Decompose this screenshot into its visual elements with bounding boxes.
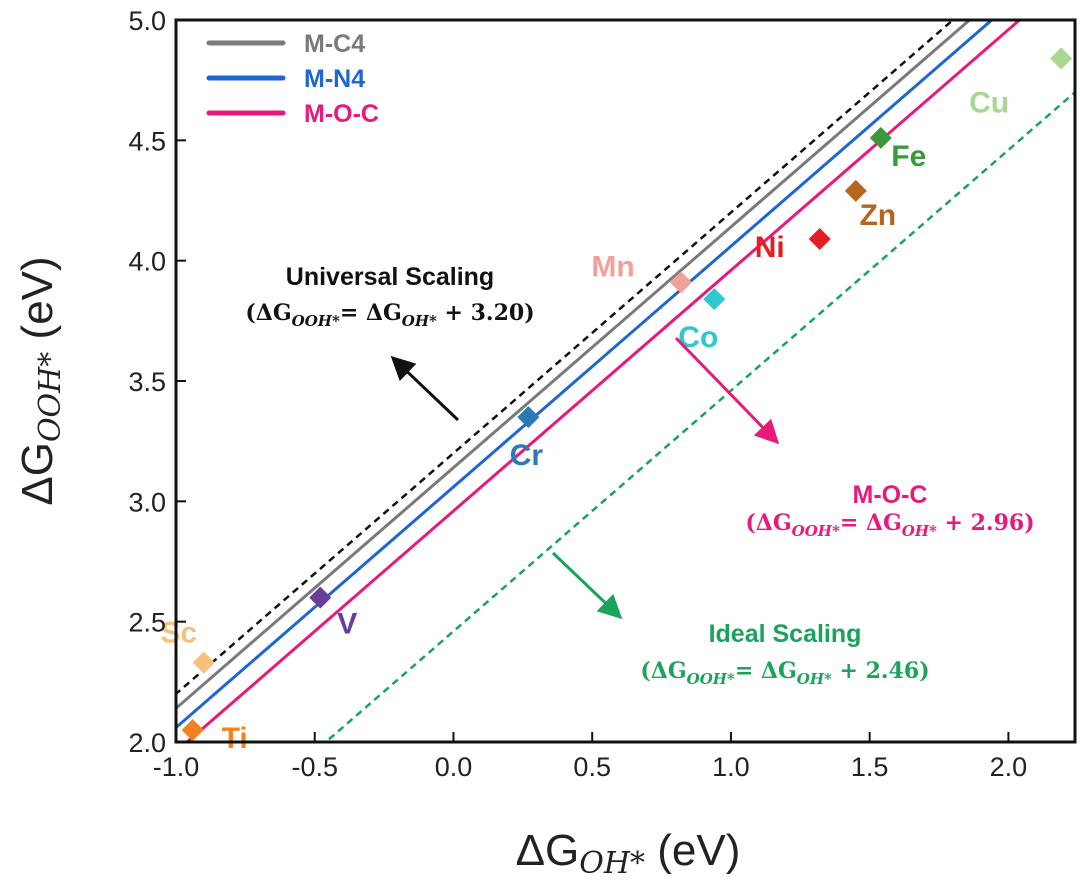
legend: M-C4 M-N4 M-O-C <box>206 30 379 128</box>
eq-lhs-sub: OOH* <box>792 522 840 540</box>
point-label-zn: Zn <box>859 199 896 232</box>
y-axis-label: ΔGOOH* (eV) <box>13 256 68 505</box>
data-point-ni <box>808 228 831 251</box>
annotation-arrow <box>674 336 780 445</box>
annotation-title: Universal Scaling <box>286 263 494 291</box>
data-point-sc <box>192 651 215 674</box>
data-point-fe <box>869 126 892 149</box>
point-label-mn: Mn <box>591 250 634 283</box>
eq-tail: + 2.46) <box>832 658 930 684</box>
annotation-arrow <box>390 355 460 422</box>
annotations: Universal Scaling(ΔGOOH*= ΔGOH* + 3.20)M… <box>245 263 1034 688</box>
eq-mid: = ΔG <box>340 300 402 326</box>
eq-lhs: (ΔG <box>245 300 291 326</box>
legend-label: M-C4 <box>304 30 365 58</box>
y-tick-label: 2.5 <box>128 608 166 638</box>
axes: -1.0 -0.5 0.0 0.5 1.0 1.5 2.0 2.0 2.5 3.0 3.5 4.0 4.… <box>128 6 1027 782</box>
scaling-line-m-o-c <box>184 20 1022 742</box>
y-tick-label: 4.5 <box>128 126 166 156</box>
eq-lhs-sub: OOH* <box>687 670 735 688</box>
annotation-title: Ideal Scaling <box>709 620 862 648</box>
data-point-ti <box>181 718 204 741</box>
annotation-title: M-O-C <box>853 481 928 509</box>
eq-lhs: (ΔG <box>745 510 791 536</box>
eq-mid: = ΔG <box>840 510 902 536</box>
scaling-line-universal-scaling <box>176 20 955 696</box>
legend-label: M-N4 <box>304 65 365 93</box>
eq-lhs: (ΔG <box>640 658 686 684</box>
annotation-equation: (ΔGOOH*= ΔGOH* + 2.96) <box>745 510 1034 540</box>
data-point-cu <box>1050 47 1073 70</box>
y-tick-label: 3.0 <box>128 487 166 517</box>
eq-rhs-sub: OH* <box>797 670 832 688</box>
data-point-mn <box>669 271 692 294</box>
annotation-arrow <box>551 551 623 620</box>
point-label-cu: Cu <box>969 87 1009 120</box>
data-point-cr <box>517 406 540 429</box>
point-label-cr: Cr <box>510 439 544 472</box>
y-tick-label: 3.5 <box>128 367 166 397</box>
x-tick-label: 2.0 <box>990 752 1028 782</box>
x-axis-label: ΔGOH* (eV) <box>516 826 741 881</box>
x-tick-label: 1.0 <box>712 752 750 782</box>
x-tick-label: 0.5 <box>573 752 611 782</box>
scaling-line-m-c4 <box>176 20 972 711</box>
eq-tail: + 2.96) <box>937 510 1035 536</box>
x-tick-label: 1.5 <box>851 752 889 782</box>
x-tick-label: -0.5 <box>291 752 338 782</box>
point-label-fe: Fe <box>891 140 926 173</box>
eq-lhs-sub: OOH* <box>292 312 340 330</box>
eq-mid: = ΔG <box>735 658 797 684</box>
point-label-ni: Ni <box>755 231 785 264</box>
y-tick-label: 2.0 <box>128 728 166 758</box>
eq-rhs-sub: OH* <box>902 522 937 540</box>
x-tick-label: -1.0 <box>153 752 200 782</box>
point-label-co: Co <box>678 321 718 354</box>
y-tick-label: 5.0 <box>128 6 166 36</box>
x-tick-label: 0.0 <box>435 752 473 782</box>
scaling-lines <box>176 20 1075 742</box>
scaling-line-m-n4 <box>176 20 995 730</box>
eq-tail: + 3.20) <box>437 300 535 326</box>
annotation-equation: (ΔGOOH*= ΔGOH* + 3.20) <box>245 300 534 330</box>
legend-label: M-O-C <box>304 100 379 128</box>
data-point-co <box>703 288 726 311</box>
point-label-ti: Ti <box>222 722 248 755</box>
eq-rhs-sub: OH* <box>402 312 437 330</box>
data-point-v <box>309 586 332 609</box>
annotation-equation: (ΔGOOH*= ΔGOH* + 2.46) <box>640 658 929 688</box>
y-tick-label: 4.0 <box>128 247 166 277</box>
data-point-zn <box>844 179 867 202</box>
point-label-v: V <box>337 608 357 641</box>
